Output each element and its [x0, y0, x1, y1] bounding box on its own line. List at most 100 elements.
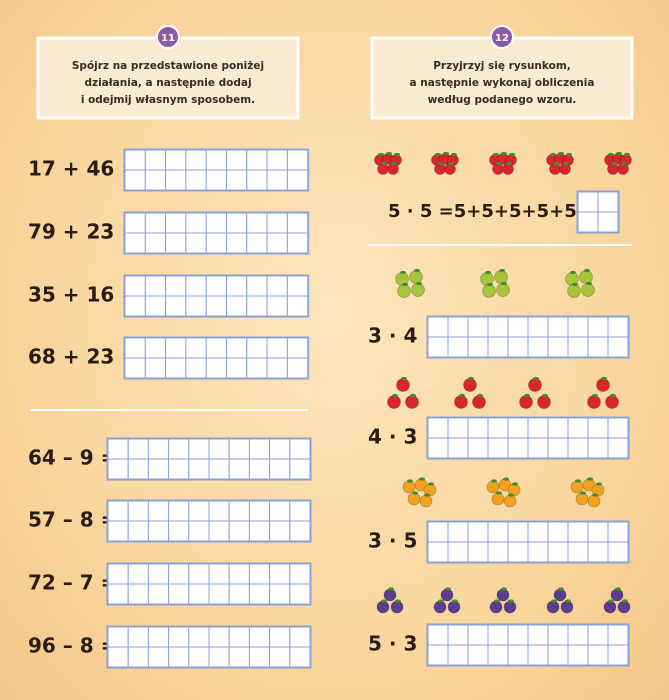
answer-cell — [124, 232, 146, 254]
fruit — [496, 588, 510, 602]
answer-cell — [188, 458, 210, 480]
fruit — [405, 395, 419, 409]
fruit — [396, 378, 410, 392]
answer-cell — [246, 295, 268, 317]
answer-cell — [147, 520, 170, 542]
answer-cell — [107, 500, 129, 522]
answer-cell — [527, 417, 549, 439]
fruit-leaf — [558, 587, 564, 591]
instruction-box — [36, 36, 300, 120]
answer-cell — [107, 458, 129, 480]
answer-cell — [547, 316, 569, 338]
answer-cell — [248, 520, 271, 542]
fruit-leaf — [611, 161, 617, 166]
answer-cell — [165, 295, 187, 317]
answer-cell — [185, 169, 207, 191]
fruit-leaf — [563, 161, 569, 166]
answer-cell — [147, 500, 170, 522]
answer-cell — [228, 458, 250, 480]
answer-cell — [467, 541, 489, 563]
answer-cell — [269, 583, 291, 605]
fruit — [492, 163, 504, 175]
answer-cell — [144, 357, 167, 379]
answer-cell — [567, 624, 589, 646]
answer-cell — [107, 563, 129, 585]
fruit-leaf — [508, 493, 514, 497]
answer-cell — [147, 583, 170, 605]
answer-cell — [246, 169, 268, 191]
answer-cell — [587, 624, 609, 646]
answer-cell — [507, 336, 529, 358]
answer-cell — [228, 520, 250, 542]
fruit — [502, 163, 514, 175]
fruit-leaf — [596, 482, 602, 486]
fruit-leaf — [452, 599, 458, 603]
answer-cell — [567, 437, 589, 459]
answer-cell — [208, 583, 230, 605]
fruit — [603, 600, 617, 614]
answer-cell — [124, 149, 146, 171]
fruit-leaf — [499, 268, 505, 273]
fruit — [440, 588, 454, 602]
answer-cell — [226, 149, 248, 171]
answer-cell — [248, 458, 271, 480]
fruit-leaf — [542, 393, 548, 398]
fruit — [454, 395, 468, 409]
fruit-leaf — [386, 151, 392, 156]
fruit — [491, 492, 505, 506]
answer-cell — [286, 169, 309, 191]
fruit — [587, 395, 601, 409]
fruit-leaf — [391, 161, 397, 166]
answer-cell — [507, 316, 529, 338]
answer-cell — [205, 149, 227, 171]
fruit-leaf — [468, 376, 474, 381]
fruit-leaf — [524, 393, 530, 398]
fruit-leaf — [533, 376, 539, 381]
fruit — [409, 270, 423, 284]
answer-cell — [168, 646, 190, 668]
answer-cell — [107, 438, 129, 460]
answer-cell — [607, 644, 629, 666]
task-number: 11 — [161, 33, 175, 44]
expression: 57 – 8 = — [28, 508, 117, 532]
fruit-leaf — [601, 376, 607, 381]
answer-cell — [286, 337, 309, 359]
fruit — [581, 283, 595, 297]
fruit — [549, 163, 561, 175]
answer-cell — [185, 357, 207, 379]
fruit — [587, 494, 601, 508]
answer-cell — [107, 646, 129, 668]
fruit — [560, 600, 574, 614]
answer-cell — [427, 521, 449, 543]
answer-cell — [165, 357, 187, 379]
answer-cell — [208, 500, 230, 522]
answer-cell — [467, 437, 489, 459]
answer-cell — [289, 520, 311, 542]
expression: 5 · 5 =5+5+5+5+5= — [388, 201, 592, 222]
fruit — [411, 283, 425, 297]
fruit-leaf — [381, 599, 387, 603]
answer-cell — [188, 646, 210, 668]
answer-cell — [144, 275, 167, 297]
fruit — [387, 395, 401, 409]
answer-cell — [165, 212, 187, 234]
answer-cell — [144, 149, 167, 171]
fruit-leaf — [570, 270, 576, 275]
answer-cell — [286, 212, 309, 234]
answer-cell — [269, 520, 291, 542]
fruit — [503, 600, 517, 614]
answer-cell — [269, 438, 291, 460]
answer-cell — [527, 644, 549, 666]
fruit-leaf — [616, 151, 622, 156]
answer-cell — [286, 232, 309, 254]
answer-cell — [248, 646, 271, 668]
fruit-leaf — [506, 161, 512, 166]
fruit-leaf — [435, 152, 441, 157]
answer-cell — [266, 232, 288, 254]
fruit — [570, 480, 584, 494]
answer-cell — [208, 438, 230, 460]
answer-cell — [607, 624, 629, 646]
instruction-line: i odejmij własnym sposobem. — [81, 94, 255, 106]
answer-cell — [269, 563, 291, 585]
